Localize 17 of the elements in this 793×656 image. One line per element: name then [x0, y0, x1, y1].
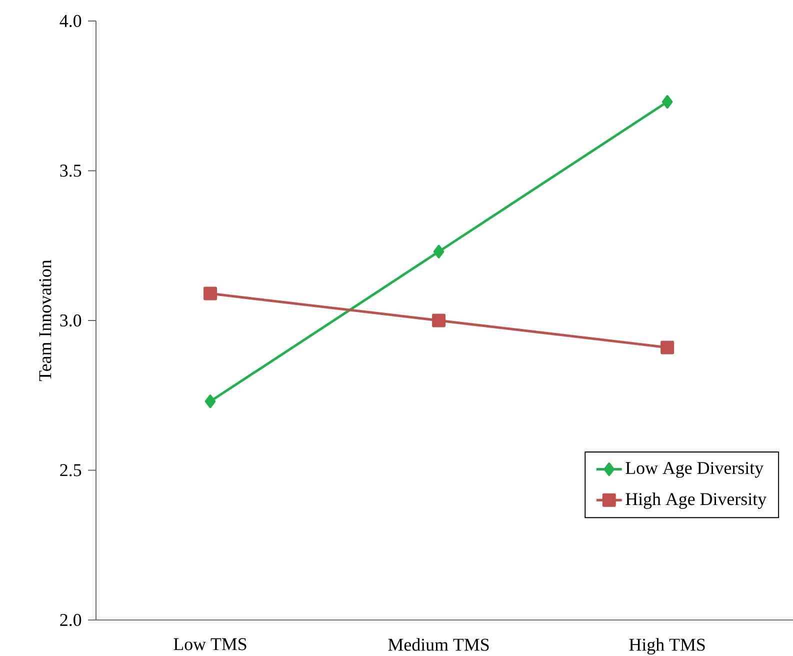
point — [432, 314, 446, 328]
point — [660, 340, 674, 354]
y-tick-label: 4.0 — [60, 14, 82, 28]
legend-label: Low Age Diversity — [626, 462, 764, 478]
point — [433, 244, 444, 258]
y-tick-label: 3.0 — [60, 314, 82, 327]
x-tick-label: Low TMS — [174, 638, 246, 650]
point — [204, 394, 216, 408]
x-tick-label: High TMS — [629, 638, 705, 654]
y-tick-label: 2.0 — [60, 614, 82, 626]
point — [204, 286, 218, 300]
y-tick-label: 3.5 — [60, 164, 82, 177]
point — [662, 95, 673, 109]
y-tick-label: 2.5 — [60, 464, 82, 476]
legend-label: High Age Diversity — [626, 492, 767, 509]
y-axis-title: Team Innovation — [39, 260, 52, 382]
x-tick-label: Medium TMS — [388, 638, 489, 651]
